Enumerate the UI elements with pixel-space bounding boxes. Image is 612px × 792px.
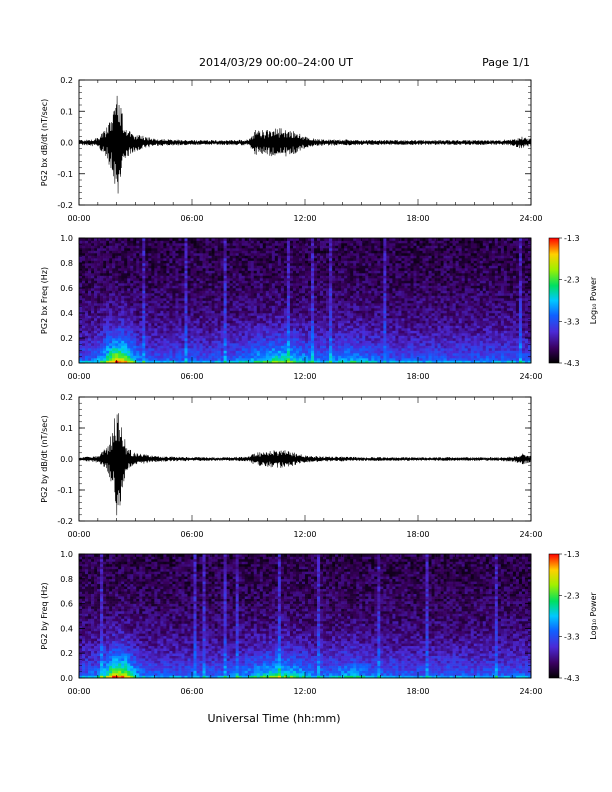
y-tick-label: 0.2 (60, 649, 73, 658)
x-tick-label: 24:00 (519, 530, 542, 539)
y-tick-label: 0.1 (60, 424, 73, 433)
y-tick-label: 0.2 (60, 393, 73, 402)
y-tick-label: 0.1 (60, 107, 73, 116)
y-tick-label: -0.2 (57, 201, 73, 210)
x-tick-label: 12:00 (293, 214, 316, 223)
y-tick-label: 0.2 (60, 334, 73, 343)
y-axis-title: PG2 bx dB/dt (nT/sec) (40, 99, 49, 186)
x-tick-label: 24:00 (519, 687, 542, 696)
colorbar-tick-label: -1.3 (564, 550, 580, 559)
y-tick-label: 0.0 (60, 359, 73, 368)
y-tick-label: 0.4 (60, 624, 73, 633)
y-tick-label: -0.1 (57, 486, 73, 495)
x-tick-label: 24:00 (519, 214, 542, 223)
colorbar-tick-label: -3.3 (564, 633, 580, 642)
y-tick-label: 0.0 (60, 455, 73, 464)
x-tick-label: 18:00 (406, 530, 429, 539)
x-tick-label: 12:00 (293, 372, 316, 381)
page-number: Page 1/1 (482, 56, 530, 69)
colorbar-tick-label: -1.3 (564, 234, 580, 243)
colorbar-title: Log₁₀ Power (589, 276, 598, 324)
x-tick-label: 12:00 (293, 687, 316, 696)
y-tick-label: 0.6 (60, 284, 73, 293)
x-tick-label: 06:00 (180, 214, 203, 223)
series-line (79, 413, 531, 515)
x-tick-label: 00:00 (67, 372, 90, 381)
spectrogram-cells (79, 554, 531, 678)
series-line (79, 96, 531, 194)
y-tick-label: -0.1 (57, 170, 73, 179)
x-tick-label: 00:00 (67, 214, 90, 223)
y-axis-title: PG2 by dB/dt (nT/sec) (40, 415, 49, 502)
y-tick-label: 0.0 (60, 674, 73, 683)
colorbar-tick-label: -2.3 (564, 276, 580, 285)
spectrogram-cells (79, 238, 531, 363)
by-spectrogram-panel: 1.0 0.8 0.6 0.4 0.2 0.0 00:00 06:00 12:00 18:00 24… (40, 550, 598, 696)
y-axis-title: PG2 bx Freq (Hz) (40, 267, 49, 334)
y-tick-label: 0.4 (60, 309, 73, 318)
colorbar (549, 238, 559, 363)
bx-spectrogram-panel: 1.0 0.8 0.6 0.4 0.2 0.0 00:00 06:00 12:00 18:00 24… (40, 234, 598, 381)
colorbar (549, 554, 559, 678)
colorbar-tick-label: -3.3 (564, 317, 580, 326)
y-tick-label: 0.2 (60, 76, 73, 85)
y-tick-label: 0.6 (60, 600, 73, 609)
x-tick-label: 06:00 (180, 530, 203, 539)
x-tick-label: 12:00 (293, 530, 316, 539)
x-tick-label: 18:00 (406, 372, 429, 381)
y-tick-label: 0.8 (60, 259, 73, 268)
y-axis-title: PG2 by Freq (Hz) (40, 582, 49, 649)
colorbar-title: Log₁₀ Power (589, 592, 598, 640)
x-tick-label: 18:00 (406, 214, 429, 223)
x-tick-label: 06:00 (180, 687, 203, 696)
page-title: 2014/03/29 00:00–24:00 UT (199, 56, 353, 69)
colorbar-tick-label: -4.3 (564, 674, 580, 683)
bx-dbdt-panel: 0.2 0.1 0.0 -0.1 -0.2 00:00 06:00 12:00 18:00 24:… (40, 76, 543, 223)
x-tick-label: 18:00 (406, 687, 429, 696)
x-axis-title: Universal Time (hh:mm) (208, 712, 341, 725)
y-tick-label: 1.0 (60, 550, 73, 559)
y-tick-label: 0.8 (60, 575, 73, 584)
x-tick-label: 00:00 (67, 687, 90, 696)
x-tick-label: 24:00 (519, 372, 542, 381)
y-tick-label: 1.0 (60, 234, 73, 243)
colorbar-tick-label: -2.3 (564, 591, 580, 600)
y-tick-label: 0.0 (60, 139, 73, 148)
x-tick-label: 00:00 (67, 530, 90, 539)
by-dbdt-panel: 0.2 0.1 0.0 -0.1 -0.2 00:00 06:00 12:00 18:00 24:… (40, 393, 543, 539)
y-tick-label: -0.2 (57, 517, 73, 526)
colorbar-tick-label: -4.3 (564, 359, 580, 368)
x-tick-label: 06:00 (180, 372, 203, 381)
